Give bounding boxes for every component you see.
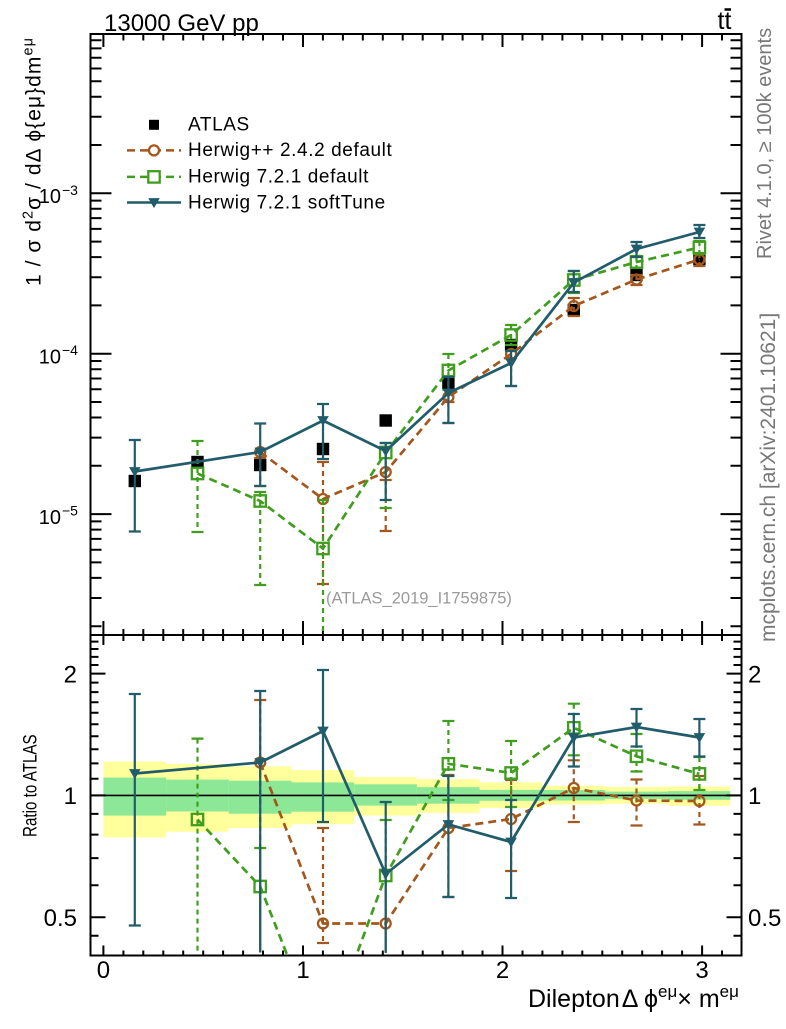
svg-text:0: 0: [97, 957, 110, 984]
svg-text:2: 2: [64, 661, 77, 688]
svg-text:Ratio to ATLAS: Ratio to ATLAS: [19, 734, 41, 837]
svg-text:−4: −4: [62, 342, 78, 358]
svg-text:10: 10: [39, 507, 61, 529]
svg-text:tt: tt: [718, 7, 732, 35]
svg-text:2: 2: [748, 661, 761, 688]
svg-text:Herwig++ 2.4.2 default: Herwig++ 2.4.2 default: [188, 140, 392, 161]
svg-text:10: 10: [39, 346, 61, 368]
svg-text:0.5: 0.5: [748, 905, 781, 932]
svg-text:10: 10: [39, 186, 61, 208]
svg-text:0.5: 0.5: [44, 905, 77, 932]
svg-text:mcplots.cern.ch [arXiv:2401.10: mcplots.cern.ch [arXiv:2401.10621]: [757, 313, 780, 642]
svg-text:DileptonΔ ϕeμ× meμ: DileptonΔ ϕeμ× meμ: [528, 982, 739, 1013]
svg-text:−5: −5: [62, 503, 78, 519]
svg-text:1: 1: [296, 957, 309, 984]
svg-text:2: 2: [496, 957, 509, 984]
svg-text:−3: −3: [62, 182, 78, 198]
svg-text:1: 1: [64, 783, 77, 810]
svg-text:Rivet 4.1.0, ≥ 100k events: Rivet 4.1.0, ≥ 100k events: [754, 28, 776, 259]
svg-text:(ATLAS_2019_I1759875): (ATLAS_2019_I1759875): [326, 590, 512, 608]
svg-text:Herwig 7.2.1 default: Herwig 7.2.1 default: [188, 167, 369, 188]
svg-text:3: 3: [695, 957, 708, 984]
svg-text:1 / σ d2σ / dΔ ϕ{eμ}dmeμ: 1 / σ d2σ / dΔ ϕ{eμ}dmeμ: [21, 37, 46, 286]
svg-text:ATLAS: ATLAS: [188, 115, 250, 136]
svg-text:1: 1: [748, 783, 761, 810]
svg-text:Herwig 7.2.1 softTune: Herwig 7.2.1 softTune: [188, 192, 386, 213]
svg-text:13000 GeV pp: 13000 GeV pp: [104, 10, 259, 37]
